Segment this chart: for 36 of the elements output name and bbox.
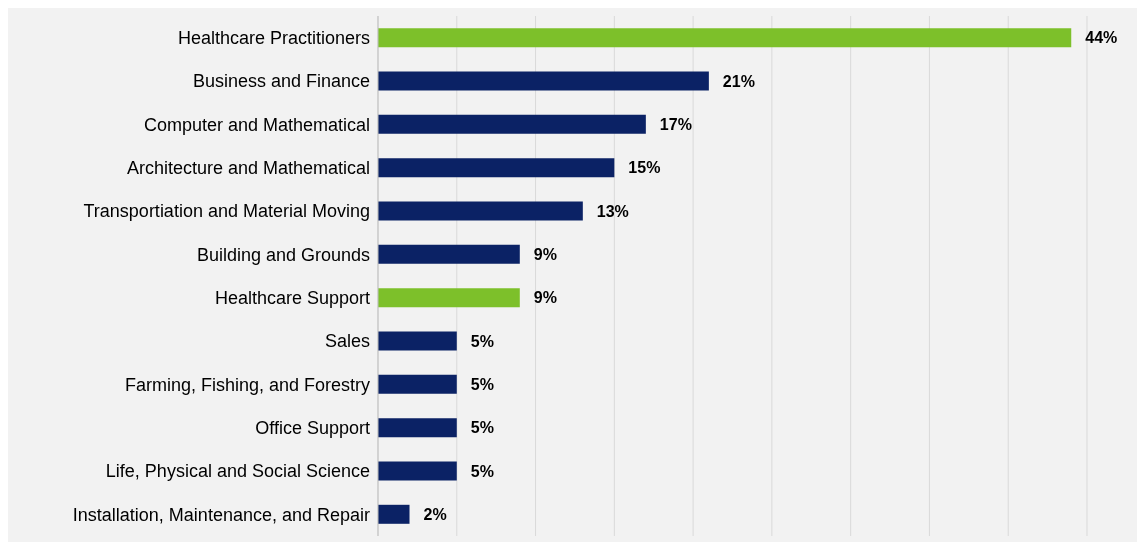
y-tick-label: Architecture and Mathematical — [126, 158, 370, 179]
bar — [378, 28, 1072, 48]
y-tick-label: Installation, Maintenance, and Repair — [72, 504, 370, 525]
y-tick-label: Business and Finance — [192, 71, 370, 92]
bar — [378, 201, 583, 221]
data-label: 5% — [470, 375, 494, 393]
bar — [378, 504, 410, 524]
data-label: 5% — [470, 462, 494, 480]
data-label: 9% — [533, 245, 557, 263]
data-label: 5% — [470, 419, 494, 437]
data-label: 5% — [470, 332, 494, 350]
bar — [378, 461, 457, 481]
data-label: 15% — [628, 159, 661, 177]
data-label: 2% — [423, 505, 447, 523]
data-label: 9% — [533, 289, 557, 307]
y-tick-label: Sales — [324, 331, 370, 352]
y-tick-label: Healthcare Support — [214, 288, 370, 309]
y-tick-label: Life, Physical and Social Science — [105, 461, 370, 482]
y-tick-label: Transportiation and Material Moving — [83, 201, 370, 222]
y-tick-label: Office Support — [255, 418, 370, 439]
bar — [378, 374, 457, 394]
data-label: 17% — [659, 115, 692, 133]
bar — [378, 331, 457, 351]
data-label: 44% — [1085, 29, 1118, 47]
bar — [378, 288, 520, 308]
data-label: 21% — [722, 72, 755, 90]
y-tick-label: Farming, Fishing, and Forestry — [124, 374, 370, 395]
y-tick-label: Healthcare Practitioners — [177, 28, 370, 49]
bar — [378, 114, 646, 134]
bar — [378, 418, 457, 438]
bar — [378, 158, 615, 178]
data-label: 13% — [596, 202, 629, 220]
bar — [378, 244, 520, 264]
y-tick-label: Building and Grounds — [196, 244, 370, 265]
bar — [378, 71, 709, 91]
y-tick-label: Computer and Mathematical — [143, 114, 370, 135]
